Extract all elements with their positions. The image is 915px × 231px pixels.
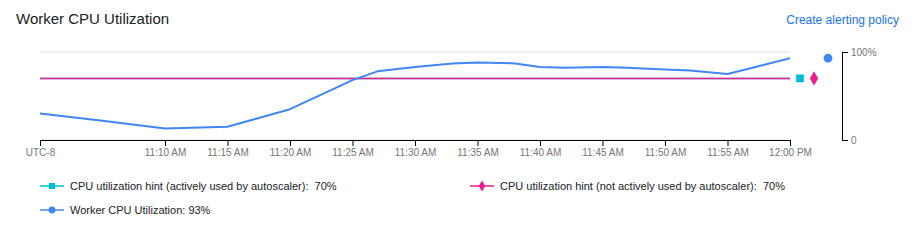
x-tick-label: 11:15 AM bbox=[207, 147, 249, 158]
legend-label: CPU utilization hint (actively used by a… bbox=[70, 180, 337, 192]
x-tick-label: 11:25 AM bbox=[332, 147, 374, 158]
x-tick-label: 11:10 AM bbox=[145, 147, 187, 158]
y-tick-label: 0 bbox=[851, 135, 857, 146]
x-tick-label: 11:20 AM bbox=[270, 147, 312, 158]
x-tick-label: 12:00 PM bbox=[769, 147, 812, 158]
x-tick-label: 11:35 AM bbox=[457, 147, 499, 158]
x-tick-mark bbox=[290, 140, 291, 146]
x-tick: 11:30 AM bbox=[395, 140, 437, 158]
series-line bbox=[40, 78, 790, 80]
x-axis: UTC-8 11:10 AM 11:15 AM 11:20 AM 11:25 AM 11:… bbox=[26, 140, 812, 158]
x-tick-mark bbox=[415, 140, 416, 146]
series-line bbox=[40, 58, 790, 128]
x-tick-label: 11:40 AM bbox=[520, 147, 562, 158]
x-tick-label: 11:55 AM bbox=[707, 147, 749, 158]
y-tick: 100% bbox=[842, 47, 877, 58]
y-tick-mark bbox=[842, 52, 848, 53]
legend-label: Worker CPU Utilization: 93% bbox=[70, 204, 211, 216]
x-tick: 11:45 AM bbox=[582, 140, 624, 158]
x-tick-mark bbox=[603, 140, 604, 146]
legend-marker bbox=[479, 180, 485, 191]
end-markers bbox=[796, 54, 832, 86]
x-tick: UTC-8 bbox=[26, 140, 56, 158]
grid-line bbox=[40, 52, 790, 53]
x-axis-line bbox=[41, 141, 791, 147]
title: Worker CPU Utilization bbox=[16, 10, 169, 27]
x-tick-mark bbox=[353, 140, 354, 146]
legend-marker bbox=[49, 207, 56, 214]
x-tick: 11:10 AM bbox=[145, 140, 187, 158]
x-tick: 12:00 PM bbox=[769, 140, 812, 158]
chart: Worker CPU Utilization Create alerting po… bbox=[0, 0, 915, 231]
y-axis: 0 100% bbox=[842, 47, 877, 146]
x-tick-label: 11:45 AM bbox=[582, 147, 624, 158]
plot-area bbox=[40, 58, 790, 128]
x-tick-mark bbox=[40, 140, 41, 146]
legend-item: CPU utilization hint (actively used by a… bbox=[40, 180, 337, 192]
x-tick-mark bbox=[228, 140, 229, 146]
x-tick: 11:15 AM bbox=[207, 140, 249, 158]
legend: CPU utilization hint (actively used by a… bbox=[40, 180, 785, 216]
x-tick-mark bbox=[478, 140, 479, 146]
end-marker bbox=[824, 54, 833, 63]
x-tick-label: 11:30 AM bbox=[395, 147, 437, 158]
x-tick-label: UTC-8 bbox=[26, 147, 56, 158]
end-marker bbox=[796, 75, 804, 83]
x-tick: 11:35 AM bbox=[457, 140, 499, 158]
x-tick-mark bbox=[728, 140, 729, 146]
legend-label: CPU utilization hint (not actively used … bbox=[500, 180, 785, 192]
x-tick-mark bbox=[665, 140, 666, 146]
end-marker bbox=[810, 71, 818, 85]
x-tick-label: 11:50 AM bbox=[645, 147, 687, 158]
series-line bbox=[40, 78, 790, 80]
legend-marker bbox=[49, 183, 55, 189]
y-tick: 0 bbox=[842, 135, 857, 146]
grid bbox=[40, 52, 790, 140]
legend-item: Worker CPU Utilization: 93% bbox=[40, 204, 211, 216]
y-tick-mark bbox=[842, 140, 848, 141]
y-axis-line bbox=[843, 53, 849, 141]
x-tick: 11:40 AM bbox=[520, 140, 562, 158]
y-tick-label: 100% bbox=[851, 47, 877, 58]
x-tick-mark bbox=[165, 140, 166, 146]
annotation[interactable]: Create alerting policy bbox=[786, 13, 899, 27]
legend-item: CPU utilization hint (not actively used … bbox=[470, 180, 785, 192]
x-tick-mark bbox=[540, 140, 541, 146]
x-tick: 11:55 AM bbox=[707, 140, 749, 158]
x-tick: 11:25 AM bbox=[332, 140, 374, 158]
x-tick-mark bbox=[790, 140, 791, 146]
x-tick: 11:20 AM bbox=[270, 140, 312, 158]
x-tick: 11:50 AM bbox=[645, 140, 687, 158]
